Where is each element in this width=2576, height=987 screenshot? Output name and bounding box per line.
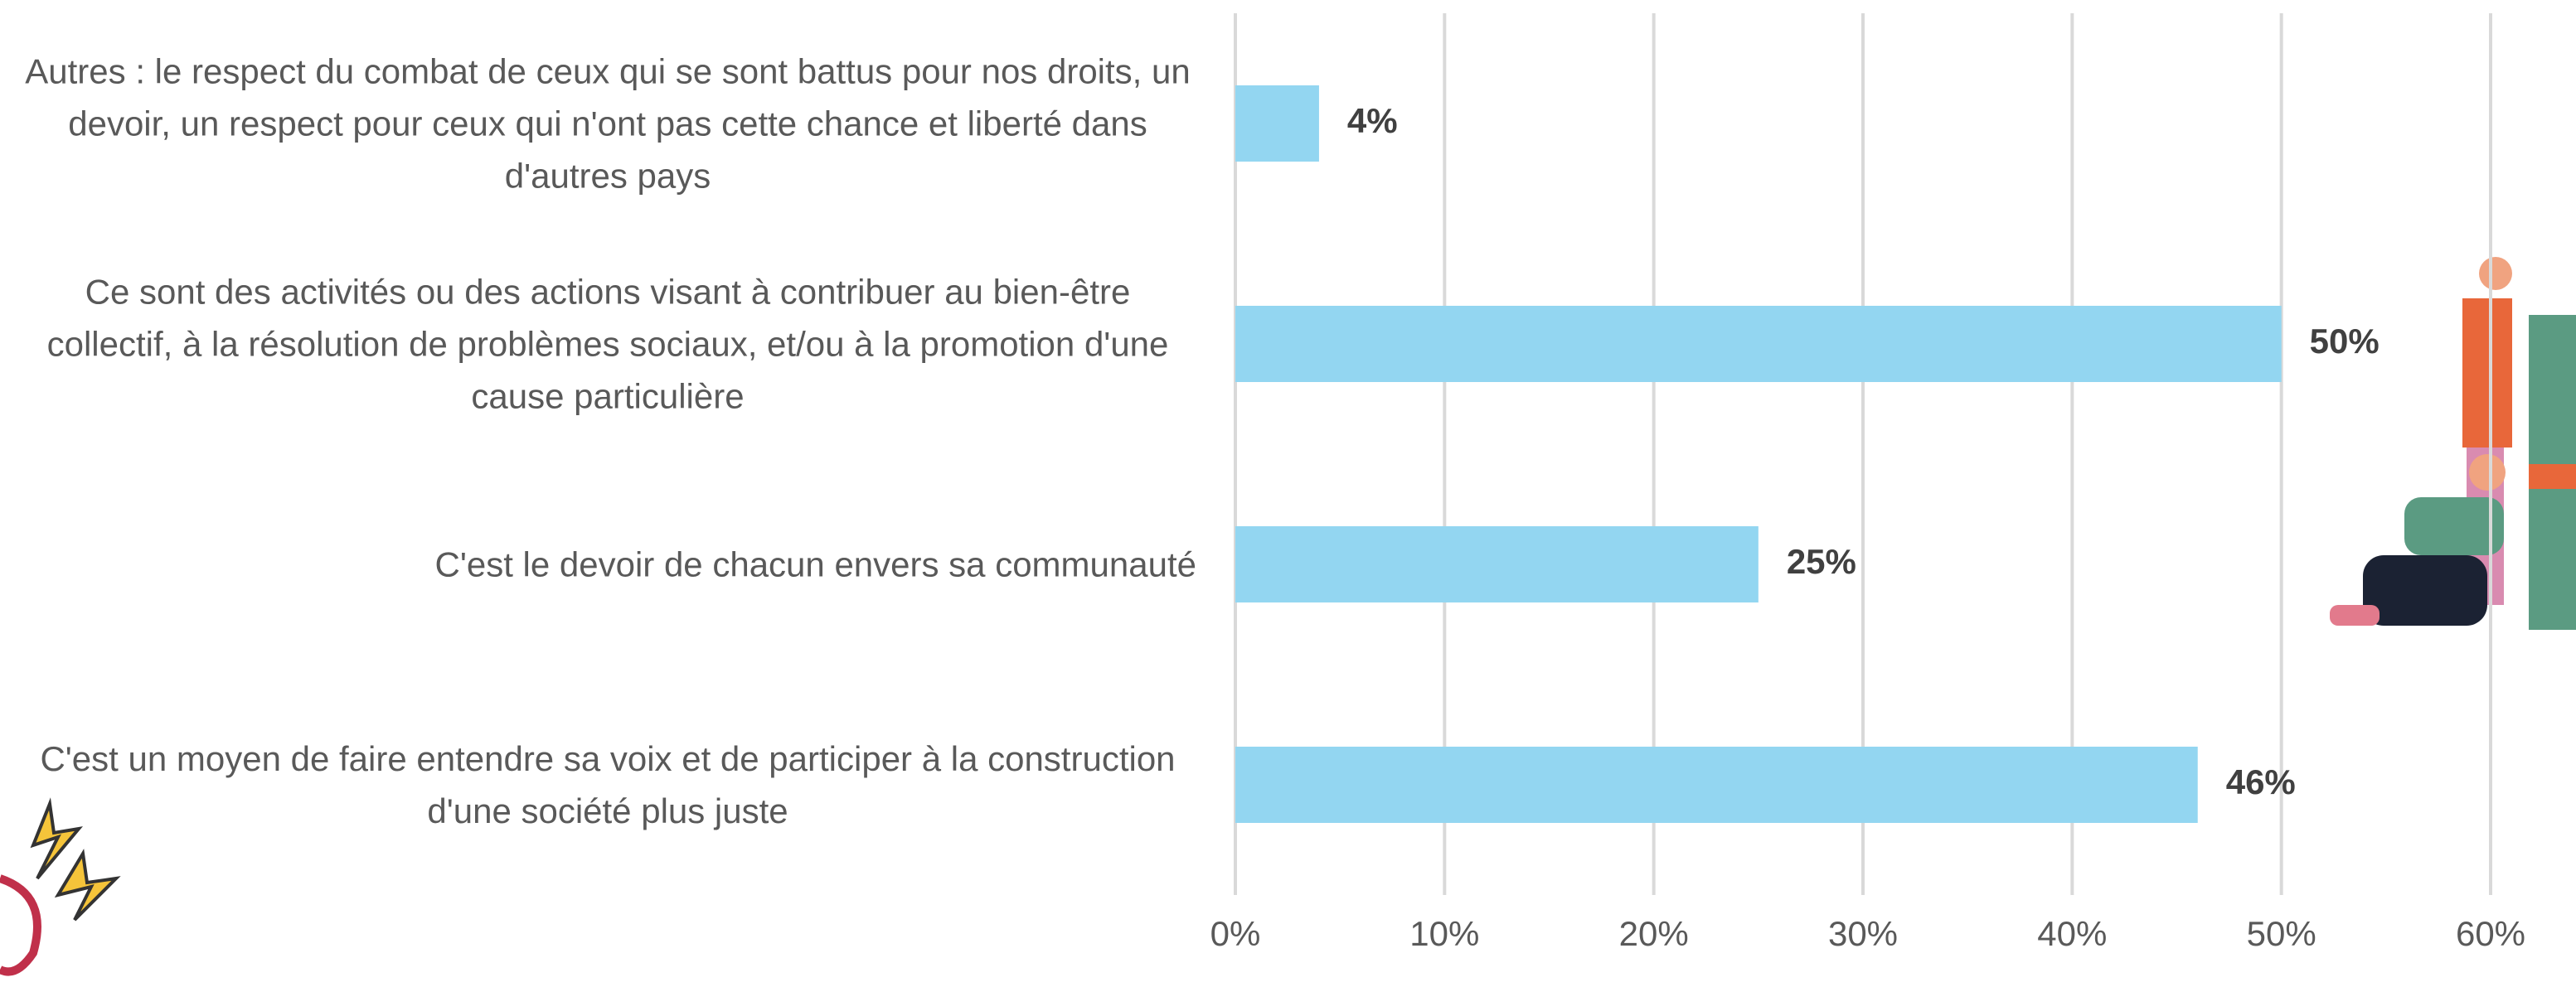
bar <box>1235 85 1319 162</box>
y-tick-label: Autres : le respect du combat de ceux qu… <box>19 46 1196 202</box>
bar <box>1235 747 2198 823</box>
x-tick-label: 30% <box>1828 914 1898 953</box>
x-tick-label: 0% <box>1210 914 1261 953</box>
x-tick-label: 40% <box>2037 914 2107 953</box>
bar <box>1235 526 1759 602</box>
category-label-box: Ce sont des activités ou des actions vis… <box>19 266 1196 423</box>
x-tick-label: 50% <box>2247 914 2316 953</box>
category-label-box: Autres : le respect du combat de ceux qu… <box>19 46 1196 202</box>
category-label-box: C'est un moyen de faire entendre sa voix… <box>19 733 1196 837</box>
y-tick-label: C'est le devoir de chacun envers sa comm… <box>434 539 1196 591</box>
value-label: 4% <box>1347 101 1398 140</box>
x-tick-label: 10% <box>1409 914 1479 953</box>
page: 0%10%20%30%40%50%60%4%50%25%46% (() => {… <box>0 0 2576 987</box>
value-label: 50% <box>2310 322 2380 360</box>
x-tick-label: 20% <box>1619 914 1689 953</box>
value-label: 46% <box>2226 762 2296 801</box>
bar <box>1235 306 2282 382</box>
y-tick-label: Ce sont des activités ou des actions vis… <box>19 266 1196 423</box>
y-tick-label: C'est un moyen de faire entendre sa voix… <box>19 733 1196 837</box>
x-tick-label: 60% <box>2456 914 2525 953</box>
category-label-box: C'est le devoir de chacun envers sa comm… <box>19 539 1196 591</box>
value-label: 25% <box>1787 542 1856 581</box>
